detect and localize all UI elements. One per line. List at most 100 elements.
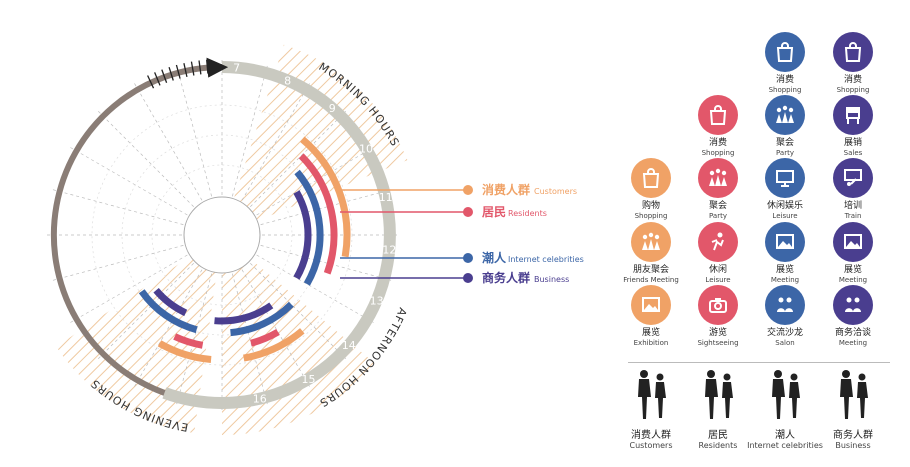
icon-label-en: Shopping [768,86,802,94]
icon-label-en: Train [844,212,862,220]
board-icon [833,158,873,198]
ring-tick [168,66,174,81]
persona-figure: 潮人 Internet celebrities [745,368,825,450]
person-silhouette-icon [705,370,733,419]
icon-label-en: Shopping [836,86,870,94]
activity-icon-item: 交流沙龙 Salon [750,285,820,348]
picture-icon [765,222,805,262]
icon-label-cn: 游览 [708,328,727,338]
hour-label: 11 [379,191,393,204]
hour-label: 13 [370,295,384,308]
activity-icon-item: 聚会 Party [750,95,820,158]
party-icon [698,158,738,198]
activity-arc [214,302,274,325]
legend-cn: 消费人群 [482,182,530,197]
icon-label-en: Shopping [634,212,668,220]
icon-label-en: Leisure [705,276,731,284]
hour-labels: 7 8 9 10 11 12 13 14 15 16 [233,62,396,406]
legend-cn: 居民 [482,205,506,219]
icon-label-cn: 购物 [641,201,660,211]
icon-label-cn: 交流沙龙 [766,328,803,338]
ring-arrow [206,57,229,78]
ring-tick [183,63,188,77]
activity-arc [300,136,351,258]
spoke [241,80,312,201]
bag-icon [833,32,873,72]
outer-ring-brown [50,64,223,396]
activity-icon-item: 展览 Meeting [818,222,888,285]
hour-label: 16 [253,393,267,406]
activity-arc [250,328,280,347]
icon-label-cn: 消费 [843,75,862,85]
outer-hour-ring [50,57,396,409]
icon-label-en: Shopping [701,149,735,157]
icon-label-cn: 展览 [641,328,660,338]
center-circle [183,196,261,274]
ring-tick [147,75,155,89]
icon-label-en: Salon [775,339,795,347]
group-activity-arcs [138,136,351,363]
spoke [256,254,377,325]
leisure-icon [698,222,738,262]
legend-en: Customers [534,187,577,196]
persona-figure: 居民 Residents [678,368,758,450]
spoke [175,62,212,197]
person-silhouette-icon [840,370,868,419]
legend-dot [463,185,473,195]
persona-label-en: Business [835,441,871,450]
icon-label-en: Friends Meeting [623,276,679,284]
spoke [49,188,184,225]
dashed-ring [91,104,353,366]
spoke [241,269,312,390]
activity-arc [298,153,338,275]
persona-figure: 消费人群 Customers [611,368,691,450]
icon-label-en: Leisure [772,212,798,220]
activity-arc [293,190,312,280]
icon-label-cn: 展览 [775,265,794,275]
person-silhouette-icon [772,370,800,419]
activity-icon-item: 展览 Meeting [750,222,820,285]
activity-arc [243,328,305,362]
legend-dot [463,253,473,263]
activity-icon-item: 聚会 Party [683,158,753,221]
spoke [250,108,349,207]
icon-label-cn: 商务洽谈 [834,328,871,338]
picture-icon [833,222,873,262]
icon-label-cn: 展销 [843,138,862,148]
hatched-sector-1 [222,44,408,235]
icon-label-en: Sales [843,149,863,157]
ring-tick [154,72,161,86]
activity-icon-item: 商务洽谈 Meeting [818,285,888,348]
bag-icon [698,95,738,135]
legend-dot [463,207,473,217]
icon-label-en: Meeting [770,276,800,284]
legend-en: Business [534,275,569,284]
activity-arc [157,340,212,363]
legend-en: Internet celebrities [508,255,584,264]
person-silhouette-icon [638,370,666,419]
spoke [132,80,203,201]
icon-label-cn: 聚会 [708,201,727,211]
icon-label-cn: 展览 [843,265,862,275]
picture-icon [631,285,671,325]
kiosk-icon [833,95,873,135]
persona-figure: 商务人群 Business [813,368,893,450]
icon-label-cn: 聚会 [775,138,794,148]
hour-label: 9 [329,102,336,115]
hatched-time-sectors [56,44,408,435]
activity-icon-item: 休闲娱乐 Leisure [750,158,820,221]
hour-label: 12 [382,244,396,257]
activity-arc [138,289,198,334]
bag-icon [765,32,805,72]
activity-icon-item: 休闲 Leisure [683,222,753,285]
activity-icon-item: 消费 Shopping [750,32,820,95]
hour-label: 7 [233,62,240,75]
activity-arc [294,169,324,286]
hour-label: 8 [284,74,291,87]
ring-tick [190,61,195,76]
hatched-sector-3 [56,235,223,434]
activity-icon-item: 培训 Train [818,158,888,221]
icon-label-en: Sightseeing [697,339,739,347]
spoke [95,263,194,362]
